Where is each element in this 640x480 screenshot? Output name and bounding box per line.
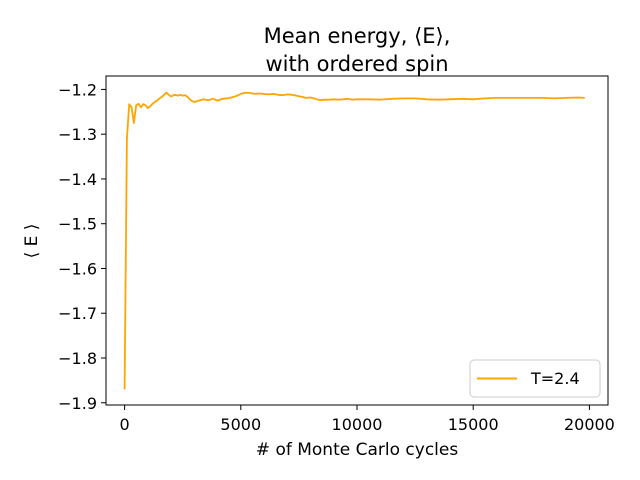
x-tick-label: 5000 [220,415,261,434]
chart-title-line2: with ordered spin [265,52,448,76]
y-tick-label: −1.6 [58,259,97,278]
y-tick-label: −1.2 [58,80,97,99]
legend-label: T=2.4 [530,369,580,388]
x-axis-ticks: 0 5000 10000 15000 20000 [119,405,615,434]
x-tick-label: 10000 [332,415,383,434]
series-line-0 [123,91,585,390]
y-tick-label: −1.3 [58,125,97,144]
x-tick-label: 0 [119,415,129,434]
x-tick-label: 15000 [448,415,499,434]
x-axis-label: # of Monte Carlo cycles [256,440,459,460]
x-tick-label: 20000 [564,415,615,434]
y-tick-label: −1.8 [58,349,97,368]
legend: T=2.4 [469,359,601,398]
y-tick-label: −1.7 [58,304,97,323]
y-axis-ticks: −1.9 −1.8 −1.7 −1.6 −1.5 −1.4 −1.3 −1.2 [58,80,106,413]
series-layer [123,91,585,390]
legend-box [469,359,601,398]
y-axis-label: ⟨ E ⟩ [22,224,42,259]
chart-title-line1: Mean energy, ⟨E⟩, [264,24,451,48]
y-tick-label: −1.5 [58,215,97,234]
plot-area [105,75,609,406]
y-tick-label: −1.9 [58,394,97,413]
axes-frame [105,75,609,406]
y-tick-label: −1.4 [58,170,97,189]
